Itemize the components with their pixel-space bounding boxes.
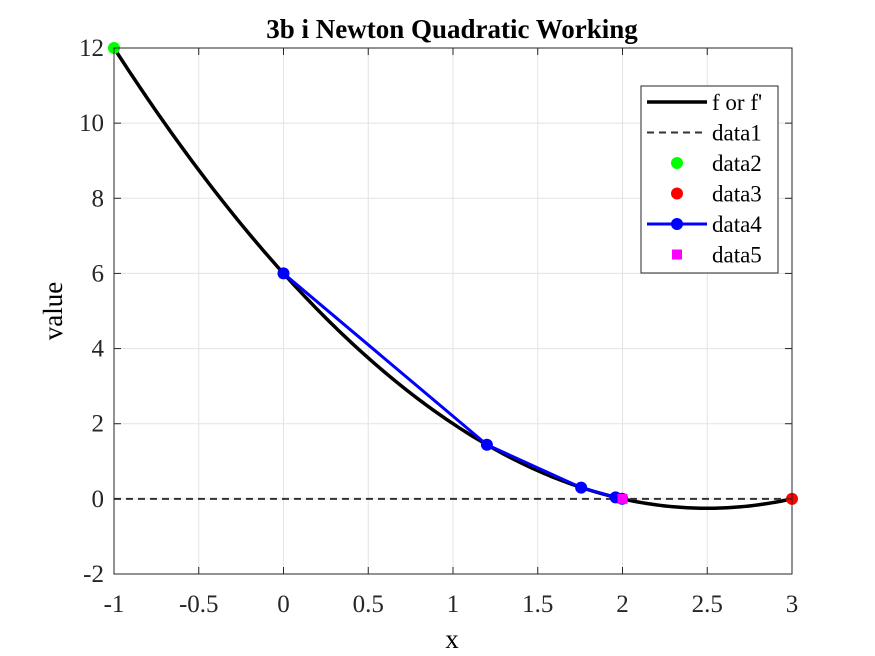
legend-label: data3: [712, 182, 762, 207]
x-tick-label: 3: [786, 591, 799, 618]
legend-swatch-square: [672, 249, 682, 260]
series-data4-point: [480, 438, 493, 451]
y-tick-label: 8: [92, 185, 105, 212]
x-tick-label: 0: [277, 591, 290, 618]
y-tick-label: 6: [92, 260, 105, 287]
legend-label: data5: [712, 243, 762, 268]
x-tick-label: 2.5: [692, 591, 723, 618]
x-tick-label: 0.5: [353, 591, 384, 618]
y-tick-label: 10: [79, 110, 104, 137]
legend-swatch-marker: [671, 157, 683, 169]
y-tick-label: 4: [92, 336, 105, 363]
y-tick-label: 0: [92, 486, 105, 513]
y-axis-label: value: [38, 282, 68, 340]
legend-swatch-marker: [671, 187, 683, 200]
x-axis-label: x: [445, 624, 459, 654]
legend-label: data4: [712, 212, 762, 237]
x-tick-label: -0.5: [179, 591, 219, 618]
series-data4-point: [277, 267, 290, 280]
series-f-line: [112, 47, 793, 511]
x-tick-label: 1.5: [522, 591, 553, 618]
legend-label: data2: [712, 151, 762, 176]
x-tick-label: 1: [447, 591, 460, 618]
legend: f or f' data1 data2 data3 data4 data5: [640, 85, 779, 274]
legend-label: data1: [712, 121, 762, 146]
chart-title: 3b i Newton Quadratic Working: [266, 14, 638, 44]
legend-box: [640, 85, 779, 274]
y-tick-label: -2: [83, 561, 104, 588]
x-tick-label: 2: [616, 591, 629, 618]
legend-label: f or f': [712, 90, 762, 115]
series-layer: [108, 42, 798, 511]
y-tick-label: 2: [92, 411, 105, 438]
legend-swatch-marker: [671, 218, 683, 230]
y-tick-label: 12: [79, 35, 104, 62]
x-tick-label: -1: [104, 591, 125, 618]
series-data4-point: [575, 481, 588, 494]
series-data5-point: [617, 493, 628, 504]
axes: -1 -0.5 0 0.5 1 1.5 2 2.5 3 -2 0 2 4 6 8 10 12: [79, 35, 798, 618]
